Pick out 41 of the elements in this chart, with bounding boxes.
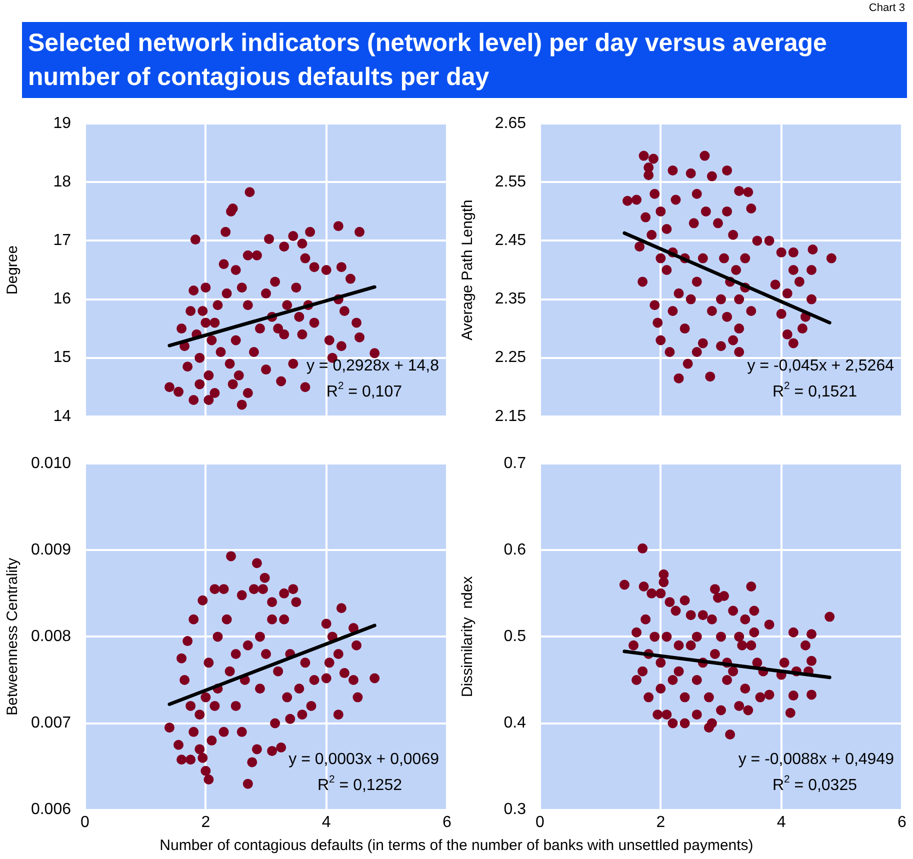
- x-tick-label: 6: [442, 814, 452, 831]
- x-tick-label: 2: [656, 814, 666, 831]
- y-tick-label: 2.35: [494, 290, 526, 308]
- x-tick-label: 4: [776, 814, 786, 831]
- y-tick-label: 18: [53, 174, 72, 191]
- x-tick-label: 6: [898, 814, 907, 831]
- x-axis-title: Number of contagious defaults (in terms of the number of banks with unsettled payments): [158, 837, 754, 854]
- annotation: y = -0,0088x + 0,4949: [738, 750, 894, 768]
- y-tick-label: 0.007: [30, 714, 72, 732]
- y-tick-label: 2.15: [494, 408, 526, 425]
- y-tick-label: 0.006: [30, 801, 72, 818]
- y-axis-title: Degree: [4, 245, 22, 295]
- y-axis-title: Average Path Length: [459, 200, 476, 340]
- y-tick-label: 0.6: [504, 542, 526, 559]
- annotation: y = 0,0003x + 0,0069: [288, 750, 440, 768]
- x-tick-label: 0: [536, 814, 545, 831]
- y-tick-label: 2.55: [494, 174, 526, 191]
- y-tick-label: 0.009: [30, 542, 72, 559]
- y-tick-label: 19: [53, 115, 72, 132]
- y-tick-label: 15: [53, 349, 72, 366]
- y-tick-label: 0.010: [30, 455, 72, 472]
- y-tick-label: 0.5: [504, 628, 526, 646]
- y-tick-label: 16: [53, 290, 72, 308]
- annotation: y = 0,2928x + 14,8: [306, 357, 440, 374]
- y-tick-label: 14: [53, 408, 72, 425]
- y-tick-label: 2.65: [494, 115, 526, 132]
- annotation: y = -0,045x + 2,5264: [747, 357, 894, 374]
- caption: Chart 3: [868, 2, 905, 14]
- y-tick-label: 2.45: [494, 232, 526, 250]
- y-tick-label: 0.4: [504, 714, 526, 732]
- y-axis-title: Dissimilarity ndex: [459, 576, 476, 698]
- text: Selected network indicators (network level) per day versus average number of contagious defaults per day: [22, 22, 907, 98]
- y-tick-label: 0.7: [504, 455, 526, 472]
- y-tick-label: 17: [53, 232, 72, 250]
- x-tick-label: 0: [80, 814, 90, 831]
- y-tick-label: 2.25: [494, 349, 526, 366]
- x-tick-label: 4: [322, 814, 331, 831]
- y-tick-label: 0.3: [504, 801, 526, 818]
- y-axis-title: Betweenness Centrality: [4, 557, 22, 716]
- x-tick-label: 2: [201, 814, 210, 831]
- y-tick-label: 0.008: [30, 628, 72, 646]
